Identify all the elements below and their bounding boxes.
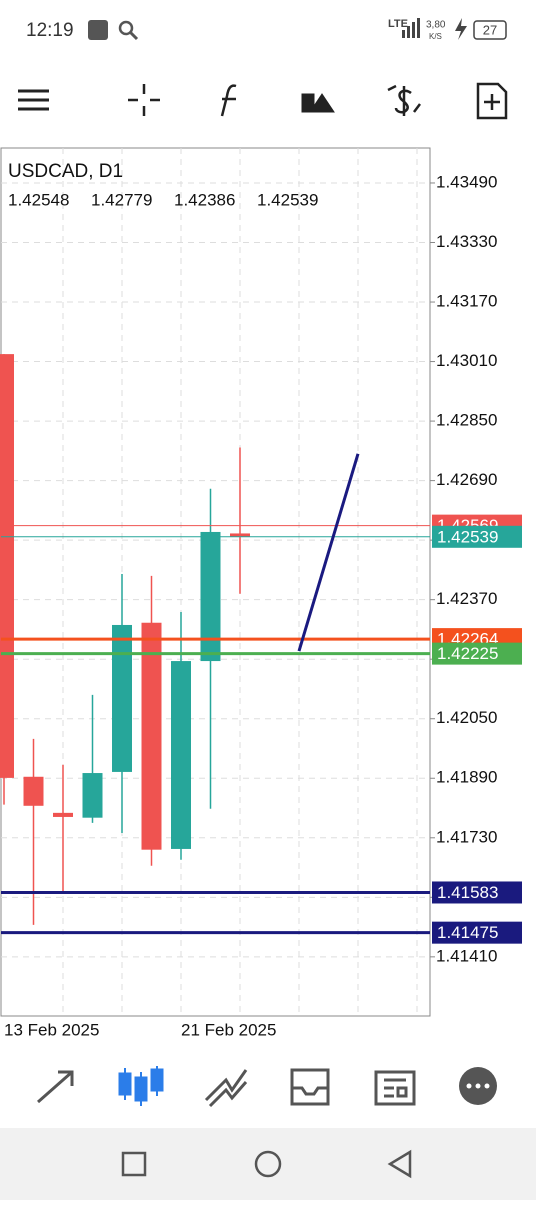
price-tag-label: 1.42225 [437, 644, 498, 663]
y-tick-label: 1.43010 [436, 351, 497, 370]
ohlc-close: 1.42539 [257, 190, 318, 209]
candle-body [141, 622, 162, 850]
y-tick-label: 1.41890 [436, 768, 497, 787]
indicators-button[interactable] [220, 84, 237, 117]
candle-body [53, 812, 73, 817]
trade-button[interactable] [387, 84, 421, 116]
chart-title: USDCAD, D1 [8, 161, 123, 182]
ohlc-high: 1.42779 [91, 190, 152, 209]
history-tab[interactable] [290, 1068, 330, 1106]
crosshair-button[interactable] [128, 84, 160, 116]
status-icon [88, 20, 108, 40]
x-tick-label: 21 Feb 2025 [181, 1020, 276, 1039]
system-nav [0, 1128, 536, 1200]
price-tag [432, 881, 522, 904]
battery [473, 20, 507, 40]
bottom-nav [0, 1048, 536, 1128]
candle-body [112, 624, 132, 772]
network: LTE [388, 18, 408, 30]
candle-body [230, 533, 250, 537]
price-tag [432, 525, 522, 548]
new-order-button[interactable] [476, 82, 508, 120]
chat-tab[interactable] [459, 1067, 497, 1105]
y-tick-label: 1.42850 [436, 411, 497, 430]
price-tag-label: 1.42539 [437, 527, 498, 546]
speed-unit: K/S [429, 32, 442, 41]
objects-button[interactable] [301, 93, 335, 113]
clock: 12:19 [26, 20, 74, 41]
plot [0, 148, 430, 1016]
signal [412, 22, 415, 38]
chart-tab[interactable] [118, 1066, 164, 1106]
candle-body [200, 531, 221, 662]
candle-body [0, 354, 14, 778]
home-button[interactable] [254, 1150, 282, 1178]
y-tick-label: 1.41730 [436, 827, 497, 846]
y-tick-label: 1.42690 [436, 470, 497, 489]
signal [417, 18, 420, 38]
ohlc-low: 1.42386 [174, 190, 235, 209]
y-tick-label: 1.43330 [436, 232, 497, 251]
y-tick-label: 1.42370 [436, 589, 497, 608]
ohlc-open: 1.42548 [8, 190, 69, 209]
search-icon [128, 30, 139, 41]
back-button[interactable] [387, 1149, 412, 1179]
price-tag [432, 921, 522, 944]
y-tick-label: 1.43170 [436, 292, 497, 311]
price-tag-label: 1.41475 [437, 923, 498, 942]
speed: 3,80 [426, 20, 446, 31]
recents-button[interactable] [121, 1151, 147, 1177]
y-tick-label: 1.43490 [436, 172, 497, 191]
y-tick-label: 1.42050 [436, 708, 497, 727]
battery-level: 27 [483, 22, 497, 37]
charging-icon [455, 18, 467, 40]
candle-body [23, 776, 44, 806]
menu-button[interactable] [18, 89, 49, 111]
price-tag [432, 642, 522, 665]
toolbar [18, 82, 508, 120]
signal [407, 26, 410, 38]
quotes-tab[interactable] [37, 1070, 74, 1104]
trade-tab[interactable] [204, 1069, 248, 1108]
candle-body [82, 773, 103, 818]
y-tick-label: 1.41410 [436, 946, 497, 965]
candle-body [171, 661, 191, 849]
bottom-nav-icons [37, 1066, 497, 1108]
trend-line [297, 453, 360, 652]
price-tag-label: 1.41583 [437, 883, 498, 902]
news-tab[interactable] [374, 1070, 416, 1106]
search-icon [118, 20, 134, 36]
x-tick-label: 13 Feb 2025 [4, 1020, 99, 1039]
signal [402, 30, 405, 38]
